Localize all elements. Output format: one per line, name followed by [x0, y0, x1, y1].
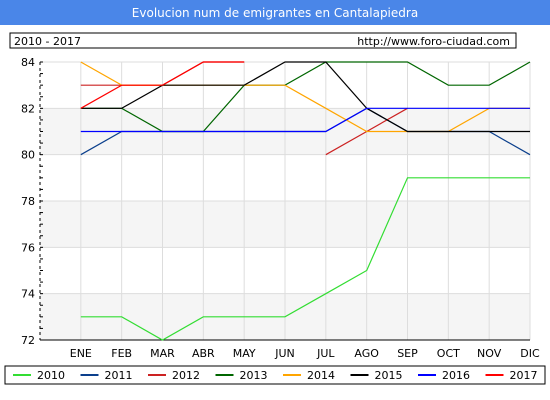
x-tick-label: MAY: [233, 347, 256, 360]
legend-label-2012: 2012: [172, 369, 200, 382]
y-tick-label: 78: [21, 195, 35, 208]
info-box: [9, 32, 517, 49]
legend-label-2017: 2017: [510, 369, 538, 382]
legend-label-2015: 2015: [375, 369, 403, 382]
x-tick-label: ABR: [192, 347, 215, 360]
series-line-2015: [80, 61, 530, 133]
y-tick-label: 72: [21, 334, 35, 347]
x-tick-label: DIC: [520, 347, 540, 360]
y-tick-label: 74: [21, 288, 35, 301]
period-label: 2010 - 2017: [14, 35, 81, 48]
x-tick-label: FEB: [111, 347, 132, 360]
x-tick-label: MAR: [150, 347, 175, 360]
x-tick-label: JUL: [316, 347, 335, 360]
y-tick-label: 76: [21, 241, 35, 254]
legend-label-2011: 2011: [105, 369, 133, 382]
x-tick-label: ENE: [70, 347, 92, 360]
x-tick-label: SEP: [397, 347, 418, 360]
plot-area: 72 74 76 78 80 82 84 ENE FEB MAR ABR MAY JUN JUL AGO SE…: [21, 56, 540, 360]
legend-label-2013: 2013: [240, 369, 268, 382]
series-line-2013: [80, 61, 531, 133]
title-bar: [0, 0, 550, 25]
series-line-2016: [80, 107, 530, 133]
chart-title: Evolucion num de emigrantes en Cantalapi…: [132, 6, 418, 20]
x-tick-label: AGO: [354, 347, 379, 360]
y-tick-label: 84: [21, 56, 35, 69]
series-line-2010: [80, 177, 530, 341]
x-tick-label: NOV: [477, 347, 502, 360]
legend-label-2016: 2016: [442, 369, 470, 382]
y-tick-label: 82: [21, 102, 35, 115]
legend-box: [4, 365, 546, 385]
legend-label-2014: 2014: [307, 369, 335, 382]
series-line-2017: [80, 61, 245, 109]
legend: 2010 2011 2012 2013 2014 2015 2016 2017: [4, 365, 546, 385]
legend-label-2010: 2010: [37, 369, 65, 382]
y-tick-label: 80: [21, 149, 35, 162]
x-tick-label: OCT: [437, 347, 460, 360]
source-link[interactable]: http://www.foro-ciudad.com: [357, 35, 510, 48]
x-tick-label: JUN: [274, 347, 295, 360]
